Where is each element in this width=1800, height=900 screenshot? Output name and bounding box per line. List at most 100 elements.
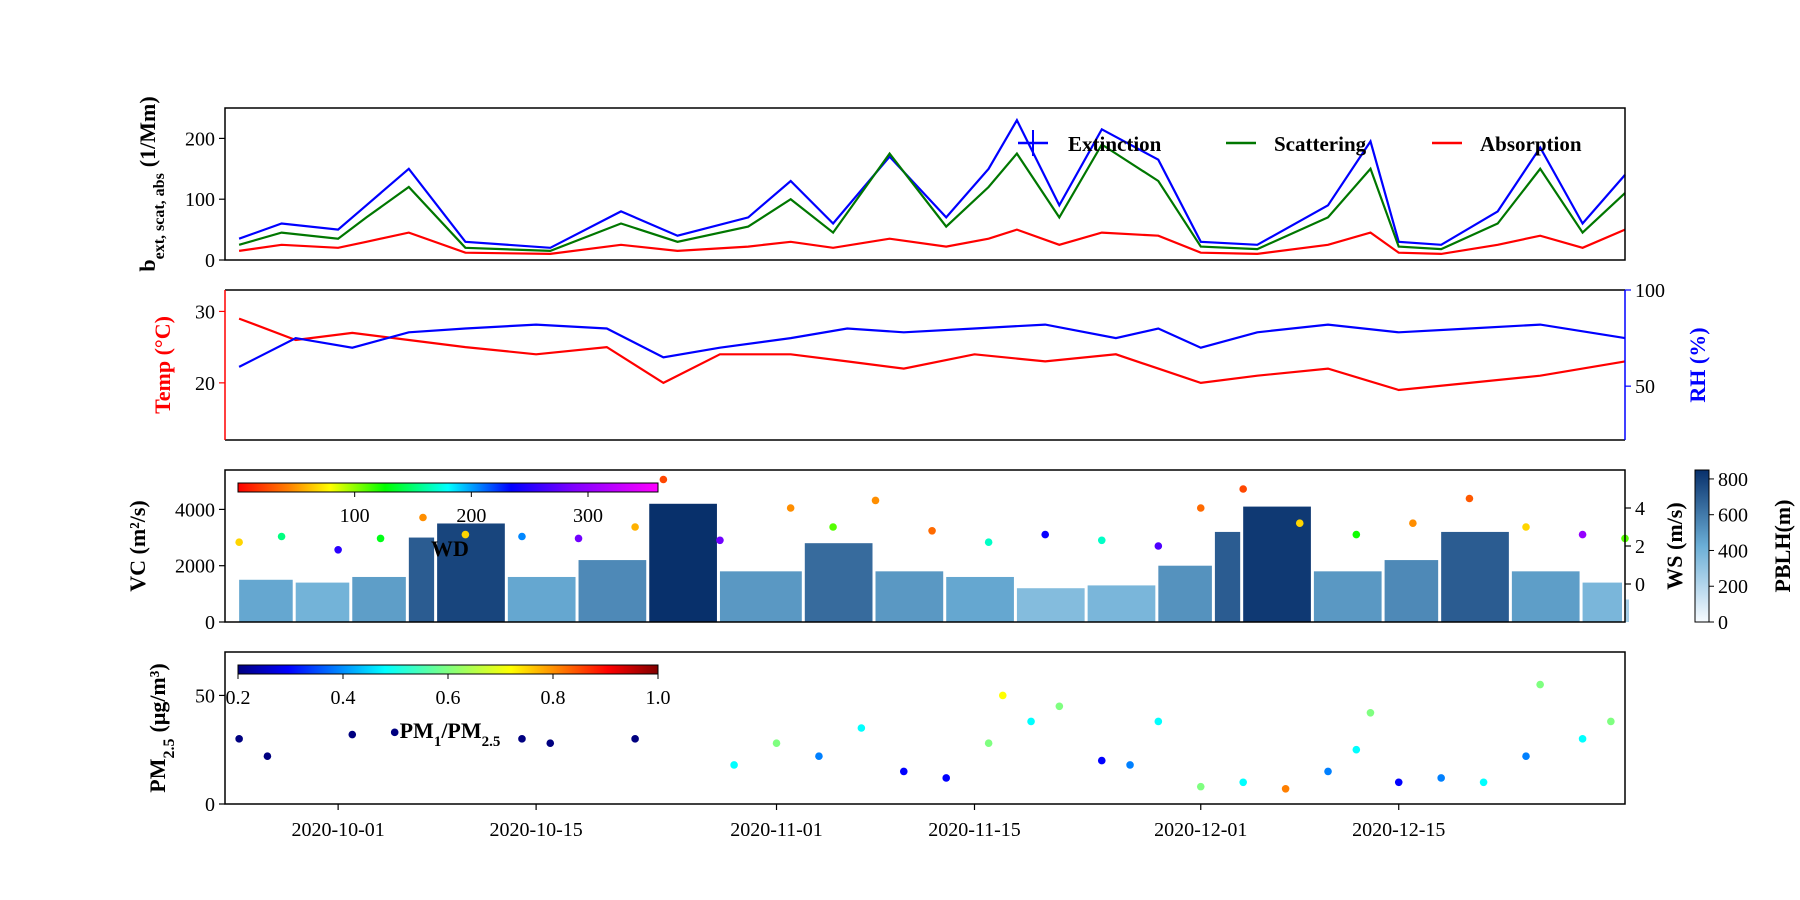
pm-point bbox=[899, 767, 908, 776]
ws-point bbox=[1041, 530, 1050, 539]
legend-scattering: Scattering bbox=[1274, 132, 1367, 156]
series-scattering bbox=[238, 142, 1626, 253]
legend: Extinction Scattering Absorption bbox=[1018, 130, 1582, 156]
pm-point bbox=[857, 724, 866, 732]
vc-bar bbox=[946, 576, 1014, 622]
ratio-colorbar: 0.2 0.4 0.6 0.8 1.0 PM1/PM2.5 bbox=[226, 664, 671, 750]
ws-point bbox=[376, 534, 385, 543]
pm-point bbox=[1196, 782, 1205, 791]
ws-point bbox=[334, 546, 342, 554]
vc-bar bbox=[507, 576, 576, 622]
pblh-tick-4: 800 bbox=[1718, 469, 1748, 491]
pm-point bbox=[1578, 735, 1587, 743]
vc-bar bbox=[875, 571, 944, 622]
met-panel: 20 30 50 100 Temp (°C) RH (%) bbox=[150, 280, 1710, 441]
pm-panel: 0 50 2020-10-01 2020-10-15 2020-11-01 2020-1… bbox=[145, 651, 1626, 841]
pm-point bbox=[1281, 785, 1290, 793]
ws-point bbox=[1196, 504, 1205, 512]
pm-point bbox=[1055, 702, 1064, 711]
vc-y-tick-2: 4000 bbox=[175, 499, 215, 521]
ws-point bbox=[419, 513, 427, 522]
pm-point bbox=[1126, 761, 1134, 769]
ratio-tick-0: 0.2 bbox=[226, 687, 251, 709]
optical-y-tick-0: 0 bbox=[205, 250, 215, 272]
series-absorption bbox=[238, 228, 1626, 256]
vc-y-tick-0: 0 bbox=[205, 612, 215, 634]
vc-bar bbox=[1384, 560, 1439, 622]
pm-point bbox=[815, 752, 823, 761]
pm-point bbox=[546, 739, 555, 747]
pblh-tick-2: 400 bbox=[1718, 540, 1748, 562]
x-tick-1: 2020-10-15 bbox=[489, 819, 582, 841]
ws-point bbox=[277, 532, 286, 541]
series-temp bbox=[238, 317, 1626, 392]
rh-ylabel: RH (%) bbox=[1685, 327, 1710, 402]
vc-bar bbox=[1441, 531, 1509, 622]
ratio-tick-1: 0.4 bbox=[331, 687, 356, 709]
pm-point bbox=[1097, 756, 1106, 765]
ws-point bbox=[1522, 523, 1530, 531]
pm-point bbox=[1437, 774, 1445, 782]
ratio-tick-3: 0.8 bbox=[541, 687, 566, 709]
ws-point bbox=[984, 538, 993, 546]
ws-point bbox=[518, 532, 526, 541]
legend-absorption: Absorption bbox=[1480, 132, 1582, 156]
wd-colorbar: 100 200 300 WD bbox=[237, 482, 659, 561]
ws-y-tick-0: 0 bbox=[1635, 574, 1645, 596]
pm-point bbox=[235, 735, 243, 743]
pblh-tick-1: 200 bbox=[1718, 576, 1748, 598]
vc-bar bbox=[1158, 565, 1212, 622]
vc-y-tick-1: 2000 bbox=[175, 556, 215, 578]
pm-point bbox=[1027, 717, 1035, 726]
vc-bar bbox=[804, 543, 873, 622]
rh-y-tick-0: 50 bbox=[1635, 376, 1655, 398]
ratio-tick-4: 1.0 bbox=[646, 687, 671, 709]
series-extinction bbox=[238, 117, 1626, 249]
wd-colorbar-label: WD bbox=[431, 536, 469, 561]
x-tick-2: 2020-11-01 bbox=[730, 819, 823, 841]
vc-bar bbox=[408, 537, 435, 622]
vc-bar bbox=[1582, 582, 1622, 622]
pm-point bbox=[1479, 778, 1488, 787]
ws-point bbox=[1239, 485, 1247, 493]
ws-point bbox=[829, 523, 837, 531]
vc-bar bbox=[719, 571, 802, 622]
temp-ylabel: Temp (°C) bbox=[150, 316, 175, 414]
pm-point bbox=[942, 774, 951, 782]
optical-y-tick-1: 100 bbox=[185, 189, 215, 211]
pm-point bbox=[772, 739, 781, 747]
pm-y-tick-1: 50 bbox=[195, 685, 215, 707]
pblh-label: PBLH(m) bbox=[1770, 500, 1795, 593]
ws-point bbox=[235, 538, 243, 546]
vc-bar bbox=[1087, 585, 1156, 622]
ws-y-tick-1: 2 bbox=[1635, 536, 1645, 558]
pm-point bbox=[1352, 745, 1361, 754]
pblh-tick-3: 600 bbox=[1718, 505, 1748, 527]
pm-point bbox=[390, 728, 399, 737]
ws-point bbox=[716, 536, 724, 545]
pm-y-tick-0: 0 bbox=[205, 794, 215, 816]
pm-point bbox=[1607, 717, 1615, 726]
optical-panel: 0 100 200 bext, scat, abs(1/Mm) Extinction… bbox=[135, 96, 1626, 272]
ws-point bbox=[1578, 530, 1587, 539]
x-tick-4: 2020-12-01 bbox=[1154, 819, 1247, 841]
pm-point bbox=[984, 739, 993, 747]
vc-bar bbox=[239, 579, 293, 622]
rh-y-tick-1: 100 bbox=[1635, 280, 1665, 302]
temp-y-tick-1: 30 bbox=[195, 301, 215, 323]
ws-point bbox=[1409, 519, 1417, 527]
vc-bar bbox=[1511, 571, 1580, 622]
ws-point bbox=[1097, 536, 1106, 545]
pm-ylabel: PM2.5(μg/m³) bbox=[145, 663, 178, 792]
vc-bar bbox=[1625, 599, 1629, 622]
pm-point bbox=[1324, 767, 1332, 776]
pm-point bbox=[730, 761, 738, 769]
wd-tick-1: 200 bbox=[456, 505, 486, 527]
ws-point bbox=[631, 523, 639, 531]
ws-point bbox=[1295, 519, 1304, 527]
ws-ylabel: WS (m/s) bbox=[1662, 502, 1687, 589]
ws-point bbox=[928, 527, 936, 535]
pm-point bbox=[1522, 752, 1530, 761]
pblh-tick-0: 0 bbox=[1718, 612, 1728, 634]
